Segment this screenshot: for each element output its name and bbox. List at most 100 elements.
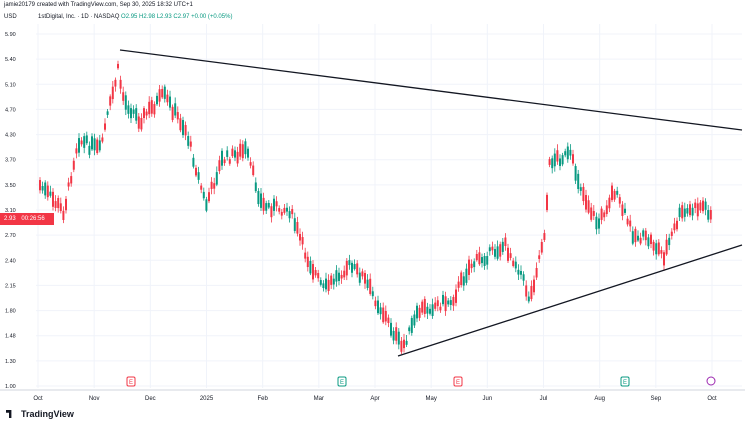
candle-body	[577, 173, 580, 189]
candle-body	[374, 300, 377, 307]
candle-body	[332, 278, 335, 285]
candle-body	[80, 140, 83, 145]
candle-body	[462, 276, 465, 286]
candle-body	[488, 247, 491, 252]
x-tick-label: Jul	[540, 396, 548, 402]
split-marker-icon	[706, 376, 716, 386]
candle-body	[629, 220, 632, 227]
y-tick-label: 3.50	[5, 183, 16, 189]
candle-body	[470, 263, 473, 269]
candle-body	[499, 244, 502, 257]
candle-body	[538, 255, 541, 259]
y-tick-label: 1.30	[5, 359, 16, 365]
earnings-marker-label: E	[340, 380, 344, 386]
candle-body	[663, 252, 665, 266]
candle-body	[200, 185, 203, 190]
x-tick-label: Oct	[33, 396, 43, 402]
candle-body	[444, 296, 447, 312]
candle-body	[210, 181, 213, 189]
candle-body	[501, 241, 504, 252]
candle-body	[273, 198, 275, 211]
candle-body	[330, 275, 333, 285]
candle-body	[408, 327, 411, 332]
candle-body	[410, 318, 413, 333]
x-tick-label: 2025	[200, 396, 214, 402]
candle-body	[483, 256, 486, 266]
candle-body	[353, 264, 356, 270]
candle-body	[403, 339, 405, 349]
candle-body	[486, 256, 489, 265]
candle-body	[208, 192, 210, 202]
candle-body	[239, 143, 242, 157]
candle-body	[184, 125, 187, 136]
candle-body	[418, 307, 421, 318]
candle-body	[93, 138, 96, 151]
candle-body	[163, 86, 166, 99]
candle-body	[348, 260, 351, 266]
candle-body	[111, 86, 114, 100]
x-tick-label: Nov	[89, 396, 100, 402]
candle-body	[153, 104, 156, 115]
candle-body	[585, 195, 587, 210]
symbol-name: 1stDigital, Inc. · 1D · NASDAQ	[38, 14, 120, 20]
chart-attribution: jamie20179 created with TradingView.com,…	[4, 2, 193, 8]
candle-body	[171, 106, 174, 120]
candle-body	[449, 300, 452, 305]
candle-body	[618, 197, 621, 204]
candle-body	[306, 256, 309, 268]
candle-body	[296, 222, 299, 234]
earnings-marker-label: E	[129, 380, 133, 386]
candle-body	[286, 207, 288, 212]
candle-body	[338, 272, 340, 281]
candle-body	[293, 218, 296, 231]
candle-body	[267, 202, 270, 208]
candle-body	[182, 120, 184, 136]
candle-body	[257, 190, 260, 205]
candle-body	[548, 159, 551, 165]
candle-body	[429, 308, 431, 314]
candle-body	[247, 148, 249, 158]
candle-body	[665, 239, 668, 255]
candle-body	[343, 270, 346, 278]
candle-body	[104, 123, 106, 130]
candle-body	[670, 231, 673, 236]
trendline-lower	[397, 244, 743, 357]
candle-body	[442, 294, 444, 305]
candle-body	[65, 198, 67, 211]
candle-body	[426, 306, 429, 314]
candle-body	[176, 112, 179, 120]
candle-body	[213, 183, 216, 189]
candle-body	[694, 202, 697, 209]
y-tick-label: 5.90	[5, 32, 16, 38]
candle-body	[517, 269, 520, 275]
candle-body	[465, 268, 468, 283]
candle-body	[439, 306, 442, 311]
candle-body	[231, 148, 234, 157]
last-price-value: 2.93	[4, 216, 16, 222]
candle-body	[546, 194, 548, 211]
candle-body	[613, 190, 616, 200]
candle-body	[569, 149, 572, 156]
candle-body	[699, 202, 702, 211]
candle-body	[611, 185, 613, 201]
candle-body	[288, 211, 291, 219]
candle-body	[405, 340, 408, 345]
candle-body	[379, 307, 382, 315]
candle-body	[660, 250, 663, 254]
y-tick-label: 3.70	[5, 158, 16, 164]
candle-body	[452, 296, 455, 306]
candle-body	[62, 210, 65, 220]
candle-body	[91, 136, 93, 150]
candle-body	[707, 210, 710, 220]
candle-body	[72, 160, 75, 170]
candle-body	[561, 155, 564, 165]
candle-body	[335, 270, 338, 282]
candle-body	[325, 278, 327, 290]
candle-body	[228, 159, 231, 164]
y-tick-label: 1.00	[5, 384, 16, 390]
y-tick-label: 2.70	[5, 233, 16, 239]
candle-body	[317, 272, 320, 279]
candle-body	[481, 257, 483, 264]
candle-body	[686, 208, 689, 214]
candle-body	[83, 136, 86, 148]
